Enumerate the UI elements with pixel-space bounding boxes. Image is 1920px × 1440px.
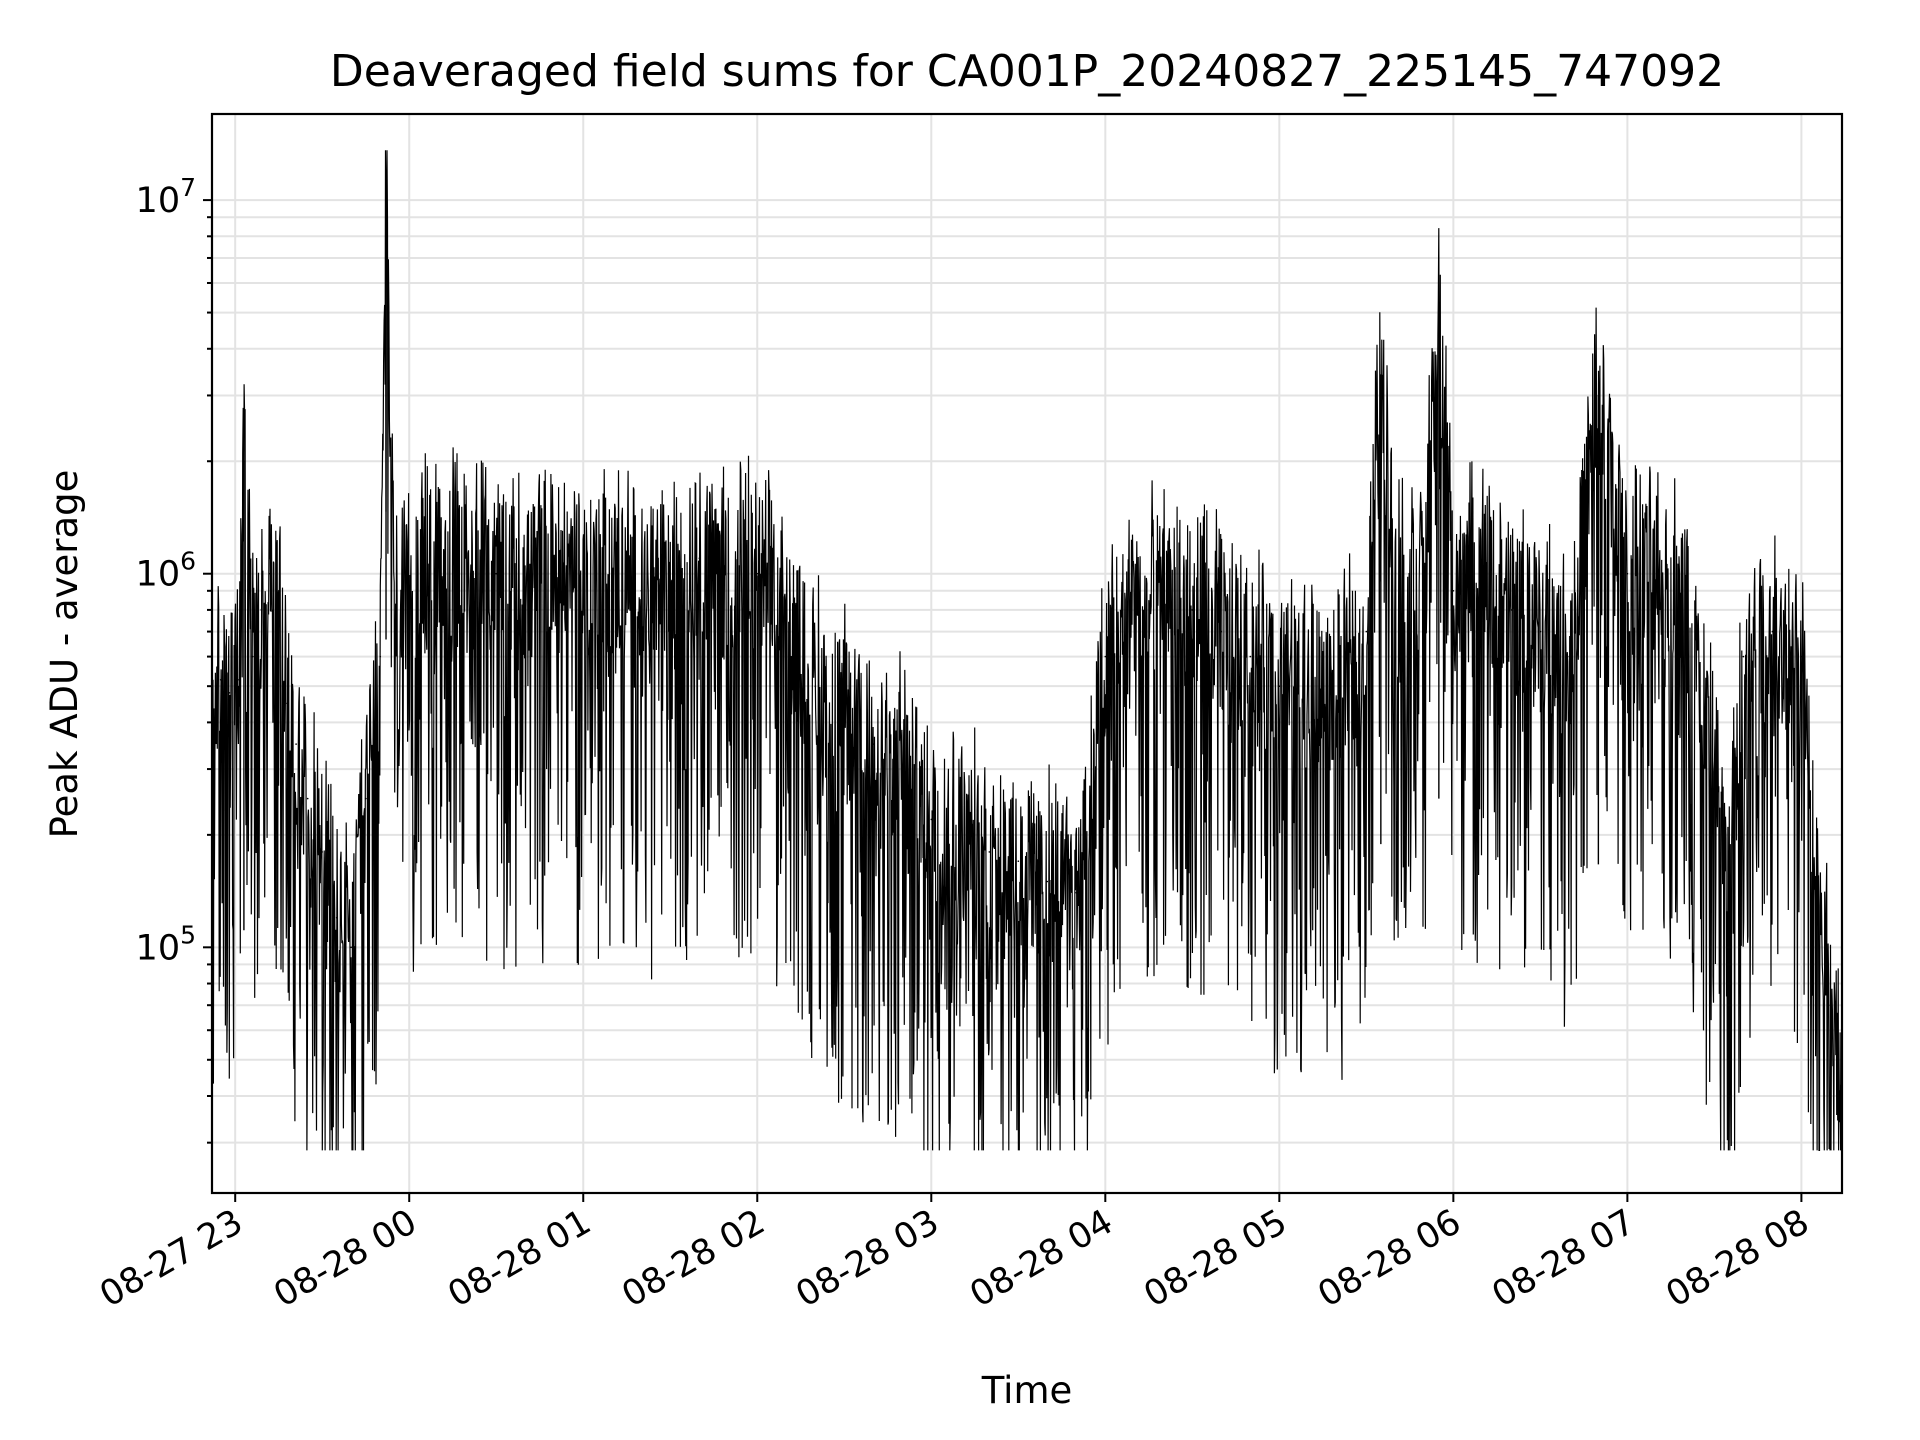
- data-point: [1017, 860, 1020, 862]
- data-point: [350, 946, 353, 949]
- data-point: [1626, 572, 1629, 575]
- data-point: [1249, 655, 1252, 658]
- y-tick-label: 106: [136, 547, 196, 595]
- data-point: [640, 590, 643, 592]
- data-point: [727, 572, 730, 575]
- data-point: [1133, 609, 1136, 611]
- x-axis-label: Time: [981, 1369, 1073, 1412]
- data-point: [393, 630, 396, 633]
- plot-frame: [210, 112, 1844, 1195]
- data-point: [466, 572, 469, 575]
- data-point: [1815, 880, 1817, 883]
- chart-title: Deaveraged field sums for CA001P_2024082…: [330, 46, 1724, 97]
- data-point: [814, 685, 817, 687]
- data-point: [1713, 768, 1716, 770]
- data-point: [1365, 630, 1368, 633]
- data-point: [306, 797, 309, 800]
- data-point: [1728, 880, 1730, 883]
- data-point: [553, 557, 555, 559]
- data-point: [1568, 655, 1571, 658]
- data-point: [524, 590, 526, 592]
- data-point: [1394, 572, 1397, 575]
- data-point: [219, 679, 222, 681]
- data-point: [930, 818, 933, 821]
- data-point: [237, 679, 239, 681]
- data-point: [260, 609, 263, 611]
- data-point: [988, 851, 991, 853]
- data-point: [1800, 655, 1803, 658]
- data-point: [1423, 572, 1426, 575]
- data-point: [321, 851, 324, 853]
- data-point: [1162, 590, 1165, 592]
- data-point: [1278, 685, 1281, 687]
- data-point: [277, 590, 280, 592]
- y-tick-label: 107: [136, 173, 196, 221]
- y-tick-label-base: 10: [136, 555, 181, 595]
- data-point: [959, 834, 962, 836]
- y-tick-label-exponent: 7: [180, 173, 196, 202]
- y-tick-label-base: 10: [136, 181, 181, 221]
- data-point: [843, 721, 846, 724]
- data-point: [785, 609, 788, 611]
- data-point: [1655, 572, 1658, 575]
- data-point: [408, 590, 411, 592]
- series-trace: [211, 150, 1843, 1151]
- data-point: [364, 797, 367, 800]
- data-point: [1191, 609, 1194, 611]
- data-point: [295, 743, 297, 745]
- data-point: [1452, 590, 1455, 592]
- data-point: [286, 702, 289, 705]
- data-point: [437, 557, 440, 559]
- data-point: [1075, 891, 1078, 894]
- data-point: [1481, 572, 1484, 575]
- data-point: [1510, 609, 1513, 611]
- data-point: [1771, 630, 1774, 633]
- data-point: [1539, 630, 1542, 633]
- data-point: [1307, 685, 1310, 687]
- data-point: [251, 655, 254, 658]
- y-tick-label-exponent: 6: [180, 547, 196, 576]
- y-tick-label: 105: [136, 920, 196, 968]
- data-point: [1829, 1004, 1832, 1006]
- data-point: [335, 916, 338, 919]
- series-layer: [211, 150, 1843, 1151]
- data-point: [269, 572, 271, 575]
- data-point: [698, 557, 701, 559]
- data-point: [582, 581, 584, 583]
- data-point: [495, 572, 498, 575]
- data-point: [228, 692, 231, 694]
- data-point: [1336, 702, 1339, 705]
- data-point: [379, 655, 382, 658]
- data-point: [1046, 880, 1049, 883]
- data-point: [1220, 630, 1223, 633]
- y-tick-label-exponent: 5: [180, 920, 196, 949]
- data-point: [1104, 655, 1107, 658]
- data-point: [901, 768, 904, 770]
- data-point: [1684, 590, 1687, 592]
- data-point: [1742, 655, 1745, 658]
- data-point: [872, 743, 875, 745]
- y-tick-label-base: 10: [136, 928, 181, 968]
- data-point: [611, 572, 613, 575]
- data-point: [669, 581, 672, 583]
- y-axis-label: Peak ADU - average: [43, 470, 86, 839]
- data-point: [756, 572, 759, 575]
